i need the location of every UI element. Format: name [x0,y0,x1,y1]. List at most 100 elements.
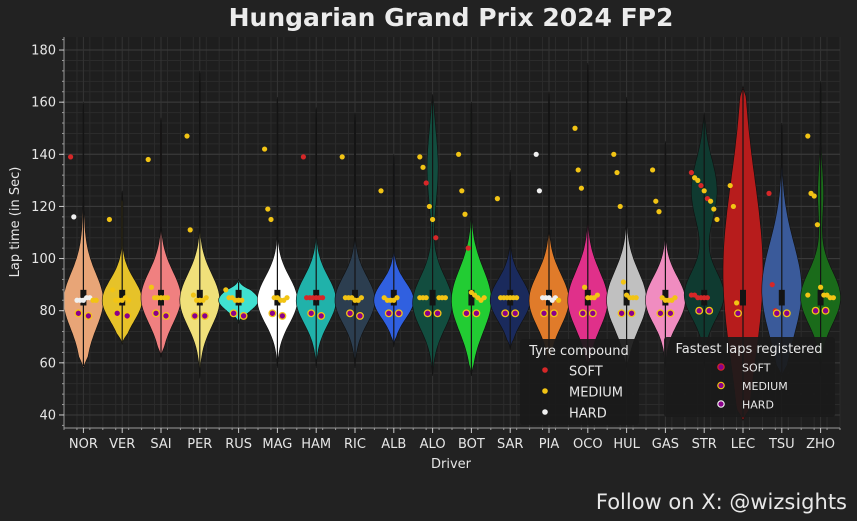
fastest-lap-point [772,309,781,318]
lap-point [164,295,170,301]
legend-box [664,337,835,417]
x-tick-label: TSU [768,437,795,452]
x-tick-label: PIA [539,437,560,452]
lap-point [620,279,627,285]
lap-point [582,284,588,290]
violin-box [429,289,436,306]
legend-marker [542,367,548,373]
lap-point [184,133,190,139]
fastest-lap-point [666,309,675,318]
legend-tyre-compound: Tyre compound SOFT MEDIUM HARD [520,339,639,425]
lap-point [633,295,639,301]
legend-title: Fastest laps registered [676,342,823,357]
violin-box [80,289,87,306]
lap-point [617,203,623,210]
violin-alb [373,154,415,348]
lap-point [695,177,701,183]
lap-point [536,188,543,194]
lap-point [672,295,678,301]
lap-point [462,211,468,217]
fastest-lap-point [84,311,93,320]
legend-marker [717,400,725,408]
x-tick-label: ZHO [806,437,835,452]
fastest-lap-point [162,311,170,320]
lap-point [766,190,772,196]
fastest-lap-point [317,311,326,320]
lap-point [223,287,229,293]
lap-point [572,125,578,131]
violin-box [119,289,126,306]
fastest-lap-point [578,309,587,318]
violin-nor [63,102,104,369]
fastest-lap-point [423,309,432,318]
violin-zho [800,81,841,376]
lap-point [320,295,326,301]
lap-point [814,222,821,228]
lap-point [494,196,500,202]
x-tick-label: OCO [573,437,603,452]
x-tick-label: PER [187,437,212,452]
fastest-lap-point [229,309,238,318]
fastest-lap-point [656,309,665,318]
fastest-lap-point [152,309,160,318]
lap-point [727,182,733,189]
legend-marker [717,363,725,371]
fastest-lap-point [550,309,558,318]
lap-point [148,284,154,290]
violin-pia [528,91,570,369]
fastest-lap-point [695,306,704,315]
fastest-lap-point [540,309,548,318]
lap-point [106,216,112,223]
fastest-lap-point [123,311,132,320]
lap-point [656,209,662,215]
violin-ham [295,107,337,369]
fastest-lap-point [278,311,287,320]
legend-label: HARD [742,399,774,412]
fastest-lap-point [617,309,626,318]
lap-point [300,154,306,160]
lap-point [203,295,209,301]
x-tick-label: SAR [497,437,523,452]
x-tick-label: ALO [420,437,446,452]
x-tick-label: STR [692,437,717,452]
lap-point [110,287,116,293]
fastest-lap-point [782,309,791,318]
fastest-lap-point [472,309,481,318]
fastest-lap-point [356,311,364,320]
lap-point [93,297,99,303]
y-tick-label: 140 [31,148,56,163]
violin-per [179,70,221,379]
lap-point [514,295,520,301]
lap-point [358,295,364,301]
lap-point [190,292,196,298]
violin-box [662,289,669,306]
lap-point [433,235,439,241]
lap-point [575,167,581,173]
lap-point [262,146,268,152]
y-tick-label: 40 [39,408,56,423]
legend-label: MEDIUM [742,380,788,393]
x-tick-label: ALB [381,437,406,452]
lap-point [481,295,487,301]
lap-point [268,216,274,223]
violin-box [196,289,203,306]
lap-point [614,169,620,176]
x-tick-label: SAI [150,437,171,452]
lap-point [708,198,714,204]
fastest-lap-point [307,309,316,318]
violin-rus [218,278,259,324]
lap-point [465,245,471,251]
y-tick-label: 100 [31,252,56,267]
legend-fastest-laps: Fastest laps registered SOFT MEDIUM HARD [664,337,835,417]
violin-oco [567,63,609,369]
lap-point [698,182,704,189]
fastest-lap-point [394,309,403,318]
x-tick-label: LEC [731,437,756,452]
fastest-lap-point [705,306,714,315]
lap-point [239,297,245,303]
lap-point [71,214,77,220]
x-tick-label: HAM [301,437,331,452]
lap-point [701,188,707,194]
lap-point [394,295,400,301]
